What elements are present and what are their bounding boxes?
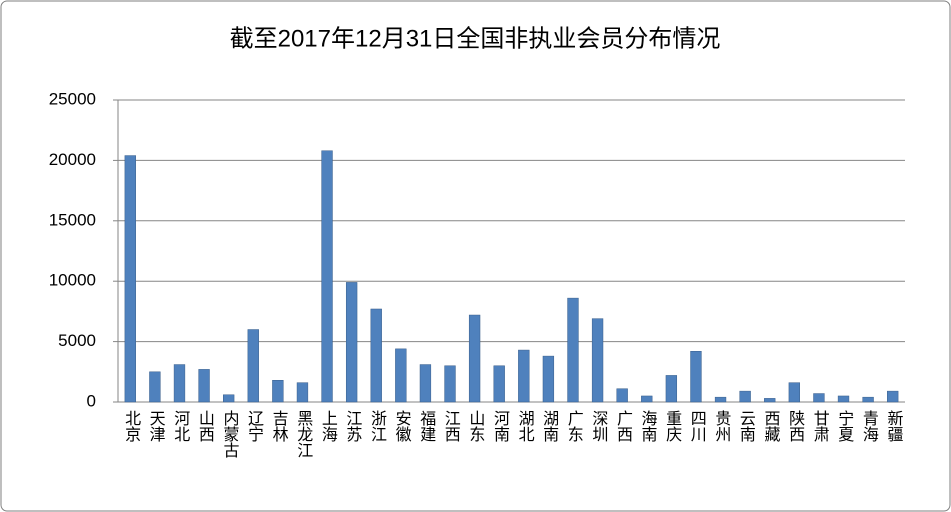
bar [542, 355, 555, 403]
bar [616, 388, 628, 403]
x-tick-label: 江苏 [343, 410, 362, 443]
x-tick-label: 河北 [171, 410, 190, 442]
x-tick-label: 深圳 [589, 410, 608, 442]
x-tick-label: 四川 [688, 410, 707, 442]
bar [223, 394, 235, 403]
x-tick-label: 湖南 [540, 410, 559, 442]
x-tick-label: 湖北 [516, 410, 535, 442]
x-tick-label: 上海 [319, 410, 338, 442]
x-tick-label: 吉林 [270, 410, 289, 442]
bar [813, 393, 825, 403]
bar [591, 318, 604, 403]
bar [567, 297, 579, 403]
bar [887, 390, 899, 403]
x-tick-label: 山东 [466, 410, 484, 442]
bar [272, 380, 284, 403]
x-tick-label: 云南 [737, 410, 756, 442]
bar [518, 349, 530, 403]
y-tick-label: 25000 [49, 89, 96, 108]
bar [714, 396, 727, 403]
bar [764, 398, 776, 403]
x-tick-label: 宁夏 [835, 410, 854, 442]
bar [419, 364, 432, 403]
x-tick-label: 山西 [196, 410, 215, 442]
bar [321, 150, 333, 403]
bar [788, 382, 800, 403]
y-tick-label: 10000 [49, 271, 96, 290]
bar [665, 375, 678, 403]
x-tick-label: 辽宁 [245, 410, 264, 442]
x-tick-label: 甘肃 [811, 410, 830, 442]
x-tick-label: 浙江 [368, 410, 387, 442]
bar [198, 369, 210, 403]
bar [444, 365, 456, 403]
bar [690, 351, 702, 403]
bar [149, 371, 161, 403]
bar [370, 308, 382, 403]
x-tick-label: 安徽 [393, 410, 412, 442]
y-tick-label: 5000 [58, 331, 96, 350]
x-tick-label: 广东 [565, 410, 584, 442]
bar [345, 282, 358, 403]
x-tick-label: 陕西 [786, 410, 805, 442]
bar [641, 395, 653, 403]
bar [296, 382, 309, 403]
bar [173, 364, 186, 403]
x-tick-label: 福建 [417, 410, 436, 442]
bar [124, 155, 136, 403]
bar [468, 314, 481, 403]
x-tick-label: 江西 [442, 410, 461, 442]
y-tick-label: 0 [87, 391, 96, 410]
y-tick-label: 20000 [49, 150, 96, 169]
bar [395, 348, 407, 403]
bar [837, 395, 850, 403]
x-tick-label: 西藏 [762, 410, 781, 443]
x-tick-label: 天津 [147, 410, 166, 442]
chart-title: 截至2017年12月31日全国非执业会员分布情况 [230, 25, 721, 52]
x-tick-label: 贵州 [712, 410, 731, 442]
x-tick-label: 新疆 [884, 410, 903, 442]
bar [247, 329, 259, 403]
x-tick-label: 广西 [614, 410, 633, 442]
x-tick-label: 青海 [860, 410, 879, 442]
bar [493, 365, 505, 403]
x-tick-label: 重庆 [663, 410, 682, 442]
y-tick-label: 15000 [49, 210, 96, 229]
x-tick-label: 海南 [639, 410, 658, 442]
x-tick-label: 河南 [491, 410, 510, 442]
x-tick-label: 北京 [122, 410, 141, 443]
x-tick-label: 黑龙江 [294, 410, 313, 458]
bar [862, 396, 874, 403]
bar [739, 390, 751, 403]
x-tick-label: 内蒙古 [220, 410, 239, 458]
